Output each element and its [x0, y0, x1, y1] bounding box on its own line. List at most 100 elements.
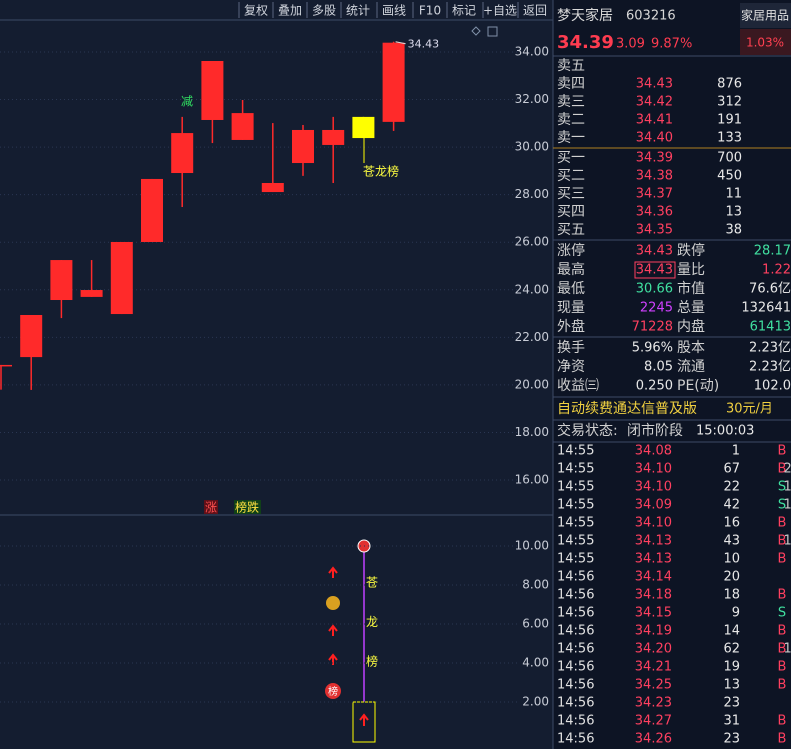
toolbar-button[interactable]: 画线 [382, 4, 406, 18]
trade-count: 11 [783, 480, 791, 495]
status-value: 闭市阶段 [627, 422, 683, 439]
trade-price: 34.23 [635, 696, 672, 711]
toolbar-button[interactable]: +自选 [483, 4, 517, 18]
annotation: 苍龙榜 [363, 164, 399, 179]
promo: 自动续费通达信普及版 [557, 400, 697, 417]
change: 3.09 [616, 37, 645, 52]
toolbar-button[interactable]: 复权 [244, 4, 268, 18]
stat-value: 2245 [640, 301, 673, 316]
stat-label: 内盘 [677, 318, 705, 335]
candle-body [171, 133, 194, 174]
trade-side: B [778, 588, 787, 603]
trade-time: 14:55 [557, 480, 594, 495]
arrow [328, 566, 338, 578]
trade-price: 34.13 [635, 534, 672, 549]
y-tick-label: 10.00 [515, 539, 549, 553]
trade-count: 11 [783, 534, 791, 549]
trade-time: 14:55 [557, 498, 594, 513]
stat-label: 跌停 [677, 242, 705, 259]
candle-chart: 16.00 18.00 20.00 22.00 24.00 26.00 28.00 30.00… [0, 38, 549, 515]
trade-price: 34.15 [635, 606, 672, 621]
y-tick-label: 24.00 [515, 282, 549, 296]
status-label: 交易状态: [557, 422, 618, 439]
book-volume: 450 [717, 169, 742, 184]
trade-side: B [778, 732, 787, 747]
bottom-tag: 涨 [205, 500, 217, 515]
high-box [634, 261, 676, 279]
max-arrow [395, 41, 406, 45]
candle-body [352, 116, 375, 139]
annotation: 减 [181, 95, 193, 109]
book-label: 买五 [557, 222, 585, 238]
trade-volume: 23 [723, 732, 740, 747]
trade-price: 34.10 [635, 480, 672, 495]
y-tick-label: 16.00 [515, 473, 549, 487]
book-price: 34.40 [636, 131, 673, 146]
toolbar-button[interactable]: 叠加 [278, 4, 302, 18]
trade-side: B [778, 624, 787, 639]
book-volume: 11 [725, 187, 742, 202]
signal-text: 苍 [366, 576, 378, 590]
book-label: 卖三 [557, 94, 585, 110]
stat-label: 外盘 [557, 318, 585, 335]
trade-price: 34.21 [635, 660, 672, 675]
candle-body [382, 42, 405, 122]
fin-label: 净资 [557, 359, 585, 375]
candle-body [110, 241, 133, 315]
trade-side: S [778, 498, 786, 513]
candle-body [292, 129, 314, 164]
book-price: 34.35 [636, 223, 673, 238]
toolbar-button[interactable]: F10 [419, 4, 441, 18]
chart-icons [471, 26, 498, 37]
candle-body [20, 314, 43, 358]
toolbar-button[interactable]: 多股 [312, 4, 336, 18]
trade-side: B [778, 678, 787, 693]
book-price: 34.43 [636, 77, 673, 92]
trade-side: B [778, 534, 787, 549]
book-volume: 876 [717, 77, 742, 92]
sector-box [740, 3, 791, 28]
trade-time: 14:56 [557, 588, 594, 603]
sector: 家居用品 [741, 8, 789, 23]
stat-value: 30.66 [636, 282, 673, 297]
trade-volume: 67 [723, 462, 740, 477]
money-icon [326, 596, 340, 610]
trade-price: 34.10 [635, 462, 672, 477]
fin-value: 5.96% [632, 341, 673, 356]
badge-circle [325, 683, 341, 699]
toolbar-button[interactable]: 统计 [346, 4, 370, 18]
candle-body [322, 129, 345, 145]
fin-label: 换手 [557, 339, 585, 356]
trade-side: B [778, 516, 787, 531]
y-tick-label: 22.00 [515, 330, 549, 344]
trade-time: 14:56 [557, 678, 594, 693]
book-price: 34.39 [636, 151, 673, 166]
stat-label: 市值 [677, 280, 705, 297]
price: 34.39 [557, 32, 614, 53]
book-price: 34.36 [636, 205, 673, 220]
trade-volume: 62 [723, 642, 740, 657]
trade-volume: 20 [723, 570, 740, 585]
stat-value: 71228 [632, 320, 673, 335]
arrow [328, 624, 338, 636]
trade-time: 14:55 [557, 534, 594, 549]
bottom-tag: 榜跌 [235, 500, 259, 515]
book-volume: 133 [717, 131, 742, 146]
stat-value: 132641 [741, 301, 791, 316]
book-label: 卖五 [557, 58, 585, 74]
toolbar-button[interactable]: 标记 [452, 4, 476, 18]
book-volume: 38 [725, 223, 742, 238]
book-label: 卖四 [557, 76, 585, 92]
trade-price: 34.26 [635, 732, 672, 747]
trade-count: 12 [783, 498, 791, 513]
toolbar-button[interactable]: 返回 [523, 4, 547, 18]
book-volume: 312 [717, 95, 742, 110]
trade-price: 34.14 [635, 570, 672, 585]
y-tick-label: 6.00 [522, 617, 549, 631]
y-tick-label: 34.00 [515, 44, 549, 58]
trade-time: 14:56 [557, 624, 594, 639]
trade-time: 14:55 [557, 444, 594, 459]
